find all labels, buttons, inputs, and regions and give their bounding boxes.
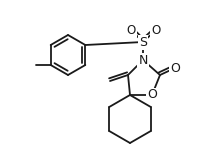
- Text: S: S: [139, 35, 147, 49]
- Text: O: O: [151, 24, 161, 36]
- Text: O: O: [147, 89, 157, 101]
- Text: N: N: [138, 53, 148, 67]
- Text: O: O: [170, 61, 180, 74]
- Text: O: O: [126, 24, 136, 36]
